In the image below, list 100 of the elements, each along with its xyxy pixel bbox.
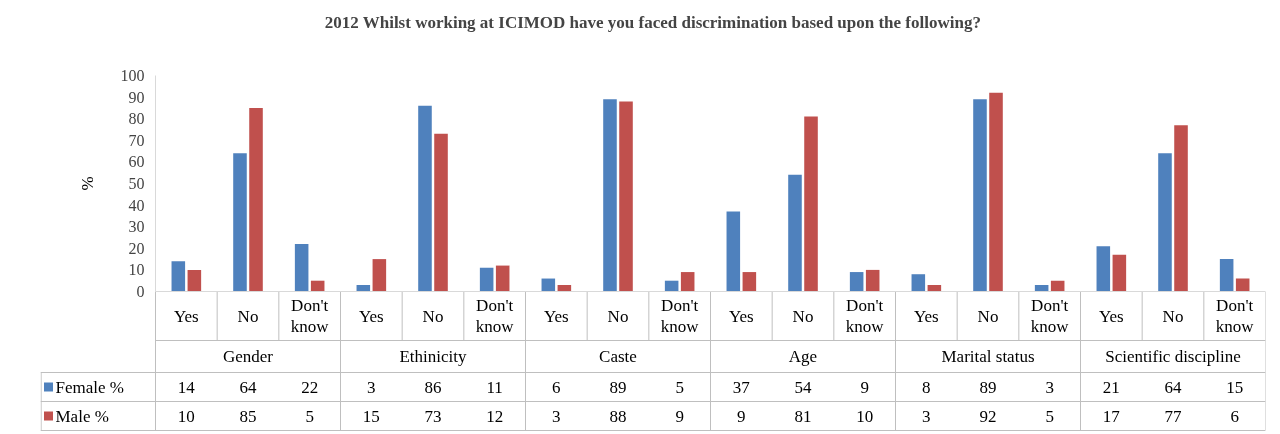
bar xyxy=(603,99,617,292)
x-tick-label: Don't know xyxy=(660,295,700,337)
bar xyxy=(294,243,309,292)
y-tick-label: 90 xyxy=(128,88,145,106)
data-label: 81 xyxy=(794,406,812,426)
bar xyxy=(495,265,510,292)
y-tick-label: 40 xyxy=(128,196,145,214)
data-label: 10 xyxy=(856,406,874,426)
legend-label: Female % xyxy=(55,377,124,397)
bar xyxy=(1096,246,1111,292)
bar xyxy=(788,174,802,292)
data-label: 37 xyxy=(732,377,751,397)
data-label: 3 xyxy=(367,377,376,397)
chart-title: 2012 Whilst working at ICIMOD have you faced discrimination based upon the following? xyxy=(324,12,981,32)
bar xyxy=(1174,125,1188,292)
x-tick-label: Yes xyxy=(543,306,569,326)
bar xyxy=(726,211,741,292)
x-tick-label: Don't know xyxy=(1215,295,1255,337)
bar xyxy=(973,99,987,292)
data-label: 15 xyxy=(1226,377,1244,397)
data-label: 5 xyxy=(1045,406,1054,426)
bar xyxy=(187,269,202,292)
data-label: 6 xyxy=(552,377,561,397)
x-tick-label: Don't know xyxy=(290,295,330,337)
data-label: 8 xyxy=(922,377,931,397)
data-label: 12 xyxy=(486,406,504,426)
bar xyxy=(865,269,880,292)
text: Ethinicity xyxy=(399,347,468,366)
y-tick-label: 30 xyxy=(128,218,145,236)
bar xyxy=(372,259,387,292)
data-label: 9 xyxy=(860,377,869,397)
data-label: 15 xyxy=(362,406,380,426)
text: Age xyxy=(788,347,818,366)
bar xyxy=(911,274,926,292)
x-tick-label: Yes xyxy=(1098,306,1124,326)
x-tick-label: No xyxy=(792,306,814,326)
bar xyxy=(479,267,494,292)
data-label: 17 xyxy=(1102,406,1121,426)
data-label: 88 xyxy=(609,406,627,426)
data-label: 89 xyxy=(979,377,997,397)
x-tick-label: Yes xyxy=(173,306,199,326)
bar xyxy=(1219,259,1234,292)
data-label: 6 xyxy=(1230,406,1239,426)
data-label: 64 xyxy=(239,377,257,397)
legend-label: Male % xyxy=(55,406,109,426)
text: Scientific discipline xyxy=(1105,347,1241,366)
data-label: 73 xyxy=(424,406,442,426)
bar xyxy=(249,107,263,292)
data-label: 21 xyxy=(1102,377,1120,397)
data-label: 77 xyxy=(1164,406,1182,426)
data-label: 5 xyxy=(675,377,684,397)
x-tick-label: No xyxy=(237,306,259,326)
y-tick-label: 100 xyxy=(120,67,145,84)
x-tick-label: Don't know xyxy=(1030,295,1070,337)
y-tick-label: 50 xyxy=(128,175,145,192)
x-tick-label: No xyxy=(977,306,999,326)
y-axis-title: % xyxy=(78,176,97,191)
text: Gender xyxy=(222,347,274,366)
data-label: 3 xyxy=(552,406,561,426)
bar xyxy=(233,153,247,292)
bar xyxy=(171,261,186,292)
bar xyxy=(989,92,1003,292)
x-tick-label: Yes xyxy=(913,306,939,326)
x-tick-label: Don't know xyxy=(475,295,515,337)
data-label: 85 xyxy=(239,406,257,426)
y-tick-label: 70 xyxy=(128,131,145,149)
y-tick-label: 20 xyxy=(128,239,145,257)
data-label: 9 xyxy=(737,406,746,426)
x-tick-label: No xyxy=(1162,306,1184,326)
bar xyxy=(418,105,432,292)
text: Caste xyxy=(599,347,637,366)
data-label: 22 xyxy=(301,377,319,397)
x-tick-label: Yes xyxy=(358,306,384,326)
bar xyxy=(434,133,448,292)
data-label: 54 xyxy=(794,377,812,397)
bar xyxy=(804,116,818,292)
bar xyxy=(619,101,633,292)
x-tick-label: Yes xyxy=(728,306,754,326)
x-tick-label: No xyxy=(607,306,629,326)
text: Marital status xyxy=(941,347,1035,366)
y-tick-label: 10 xyxy=(128,261,145,279)
y-tick-label: 60 xyxy=(128,153,145,171)
y-tick-label: 0 xyxy=(136,283,145,300)
data-label: 10 xyxy=(177,406,195,426)
bar xyxy=(680,272,695,292)
data-label: 11 xyxy=(486,377,503,397)
data-label: 14 xyxy=(177,377,196,397)
x-tick-label: No xyxy=(422,306,444,326)
data-label: 3 xyxy=(922,406,931,426)
data-label: 92 xyxy=(979,406,997,426)
bar xyxy=(1158,153,1172,292)
data-label: 5 xyxy=(305,406,314,426)
bar xyxy=(742,272,757,292)
y-tick-label: 80 xyxy=(128,110,145,128)
data-label: 64 xyxy=(1164,377,1182,397)
x-tick-label: Don't know xyxy=(845,295,885,337)
bar xyxy=(849,272,864,292)
data-label: 89 xyxy=(609,377,627,397)
bar xyxy=(1112,254,1127,292)
data-label: 86 xyxy=(424,377,442,397)
